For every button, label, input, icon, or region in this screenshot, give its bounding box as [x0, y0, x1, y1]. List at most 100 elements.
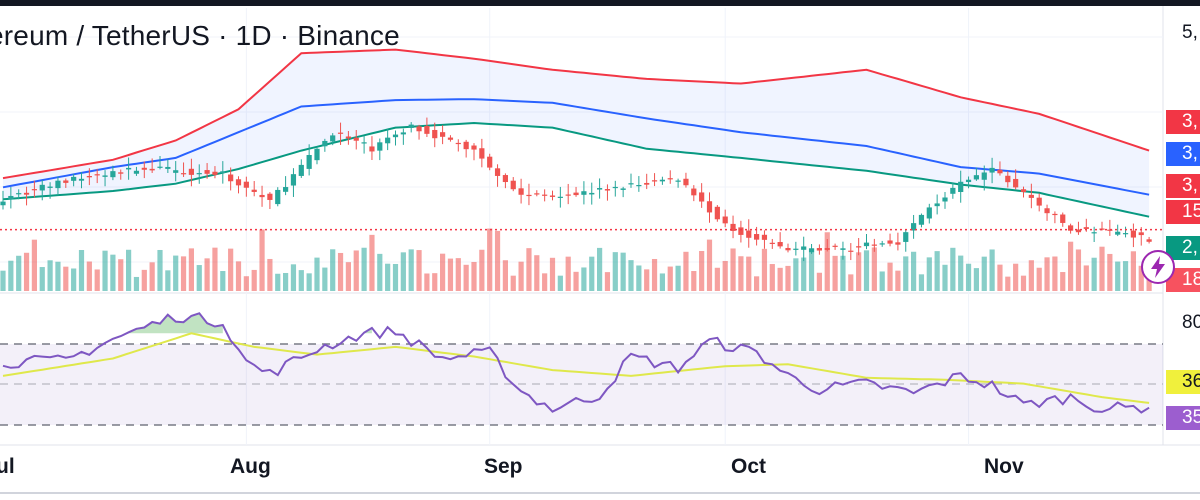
last-price-tag: 3,	[1166, 174, 1200, 198]
rsi-ma-tag: 36	[1166, 370, 1200, 394]
candle-body	[188, 168, 194, 175]
candle-body	[518, 188, 524, 195]
volume-bar	[440, 253, 446, 291]
volume-bar	[330, 249, 336, 291]
candle-body	[440, 132, 446, 137]
candle-body	[275, 189, 281, 205]
basis-tag: 3,	[1166, 142, 1200, 166]
candle-body	[565, 194, 571, 196]
candle-body	[180, 173, 187, 175]
candle-body	[1005, 175, 1011, 183]
candle-body	[856, 246, 862, 248]
volume-bar	[667, 266, 673, 291]
volume-bar	[102, 250, 108, 291]
volume-bar	[408, 249, 414, 291]
candle-body	[385, 137, 391, 144]
candle-body	[165, 166, 171, 169]
volume-bar	[228, 248, 234, 291]
volume-bar	[306, 273, 312, 291]
candle-body	[235, 179, 242, 186]
candle-body	[691, 188, 697, 196]
candle-body	[133, 170, 140, 174]
volume-bar	[416, 250, 422, 291]
volume-bar	[133, 276, 140, 291]
candle-body	[714, 206, 720, 220]
volume-bar	[180, 256, 187, 291]
volume-bar	[722, 260, 728, 291]
rsi-tag: 35	[1166, 406, 1200, 430]
volume-bar	[188, 248, 194, 291]
volume-bar	[1075, 249, 1082, 291]
candle-body	[612, 186, 618, 189]
candle-body	[950, 187, 956, 194]
candle-body	[542, 194, 548, 196]
volume-bar	[549, 257, 556, 291]
volume-bar	[424, 273, 430, 291]
candle-body	[824, 248, 830, 250]
bollinger-basis	[2, 98, 1150, 196]
candle-body	[981, 172, 987, 180]
candle-body	[911, 223, 917, 231]
price-axis-top-label: 5,	[1182, 22, 1198, 43]
candlesticks	[0, 117, 1152, 262]
candle-body	[1091, 232, 1097, 234]
candle-body	[416, 126, 422, 132]
volume-bar	[973, 268, 979, 291]
candle-body	[228, 174, 234, 182]
volume-bar	[840, 255, 846, 291]
candle-body	[808, 248, 815, 253]
candle-body	[353, 137, 359, 141]
candle-body	[958, 181, 964, 192]
candle-body	[793, 248, 799, 250]
month-label-nov: Nov	[984, 455, 1024, 478]
volume-bar	[659, 273, 665, 291]
candle-body	[298, 164, 304, 176]
candle-body	[1020, 189, 1027, 192]
candle-body	[597, 188, 603, 190]
candle-body	[785, 247, 791, 251]
volume-bar	[157, 249, 163, 291]
volume-bar	[620, 252, 626, 291]
candle-body	[337, 132, 344, 134]
candle-body	[581, 191, 587, 195]
candle-body	[651, 180, 658, 182]
bollinger-band-fill	[3, 49, 1150, 217]
candle-body	[636, 185, 642, 187]
candle-body	[212, 171, 218, 175]
candle-body	[706, 201, 713, 213]
upper-band-tag: 3,	[1166, 110, 1200, 134]
candle-body	[816, 248, 822, 251]
candle-body	[502, 175, 508, 183]
candle-body	[487, 156, 493, 168]
volume-bar	[196, 265, 202, 291]
candle-body	[934, 203, 940, 207]
volume-bar	[738, 256, 744, 291]
volume-bar	[581, 267, 587, 291]
volume-bar	[63, 266, 69, 291]
volume-bar	[463, 264, 469, 291]
top-border	[0, 0, 1200, 6]
candle-body	[369, 146, 375, 152]
volume-bar	[832, 255, 838, 291]
volume-bar	[557, 275, 563, 291]
volume-bar	[283, 272, 289, 291]
volume-bar	[856, 252, 862, 291]
volume-bar	[1036, 267, 1042, 291]
candle-body	[1138, 232, 1144, 236]
candle-body	[1060, 214, 1066, 223]
rsi-axis-top-label: 80	[1182, 312, 1200, 333]
volume-bar	[589, 256, 595, 291]
volume-bar	[1115, 261, 1121, 291]
candle-body	[1122, 233, 1129, 235]
lightning-bolt-icon[interactable]	[1141, 250, 1175, 284]
candle-body	[47, 186, 53, 188]
volume-bar	[518, 261, 524, 291]
volume-bar	[78, 250, 85, 291]
volume-bar	[534, 255, 540, 291]
volume-bar	[8, 260, 14, 291]
candle-body	[424, 126, 430, 134]
volume-tag: 18	[1166, 268, 1200, 292]
volume-bar	[494, 230, 501, 291]
candle-body	[1075, 229, 1082, 233]
candle-body	[322, 140, 328, 147]
